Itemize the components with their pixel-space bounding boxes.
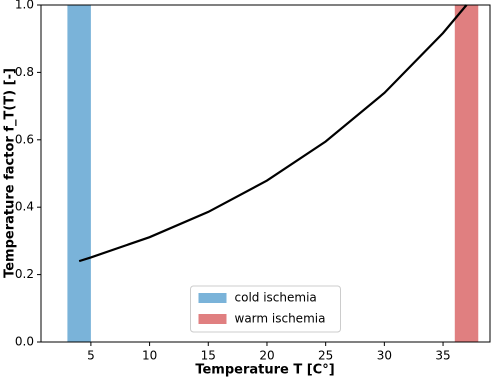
plot-frame xyxy=(40,4,491,343)
legend-swatch xyxy=(198,293,227,303)
x-axis-label: Temperature T [C°] xyxy=(195,363,334,378)
legend-swatch xyxy=(198,314,227,324)
y-tick-label: 0.6 xyxy=(15,132,34,146)
x-tick-label: 15 xyxy=(201,349,216,363)
x-tick-label: 35 xyxy=(435,349,450,363)
line xyxy=(78,4,468,263)
y-tick-label: 1.0 xyxy=(15,0,34,12)
y-tick-label: 0.8 xyxy=(15,65,34,79)
x-tick-label: 10 xyxy=(142,349,157,363)
y-tick-label: 0.2 xyxy=(15,267,34,281)
legend-label: cold ischemia xyxy=(235,291,317,305)
x-tick-label: 25 xyxy=(318,349,333,363)
y-tick-label: 0.4 xyxy=(15,200,34,214)
legend-label: warm ischemia xyxy=(235,312,326,326)
y-tick-label: 0.0 xyxy=(15,335,34,349)
x-tick-label: 20 xyxy=(259,349,274,363)
x-tick-label: 30 xyxy=(377,349,392,363)
legend-box xyxy=(190,285,341,333)
y-axis-label: Temperature factor f_T(T) [-] xyxy=(3,68,18,278)
span xyxy=(67,5,91,342)
span xyxy=(454,5,479,342)
x-tick-label: 5 xyxy=(87,349,95,363)
